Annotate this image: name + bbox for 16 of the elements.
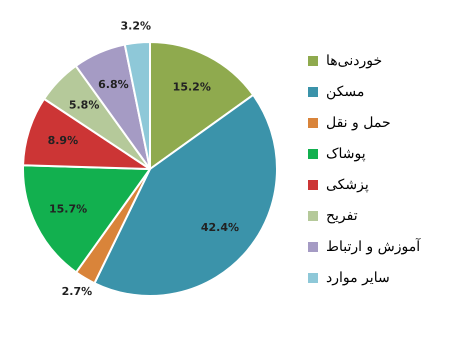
data-label: 6.8% — [98, 78, 129, 92]
legend-label: تفریح — [326, 208, 358, 224]
legend-label: پزشکی — [326, 176, 369, 192]
legend-label: پوشاک — [326, 146, 366, 162]
data-label: 2.7% — [62, 284, 92, 298]
data-label: 15.2% — [172, 80, 211, 94]
legend-label: مسکن — [326, 84, 364, 100]
data-label: 3.2% — [120, 20, 152, 33]
data-label: 42.4% — [200, 220, 239, 234]
legend-label: سایر موارد — [326, 270, 390, 286]
legend-label: حمل و نقل — [326, 114, 391, 130]
data-label: 5.8% — [68, 98, 100, 112]
legend-label: خوردنی‌ها — [326, 52, 382, 68]
legend-label: آموزش و ارتباط — [326, 238, 420, 254]
data-label: 15.7% — [48, 202, 88, 216]
data-label: 8.9% — [48, 134, 78, 148]
